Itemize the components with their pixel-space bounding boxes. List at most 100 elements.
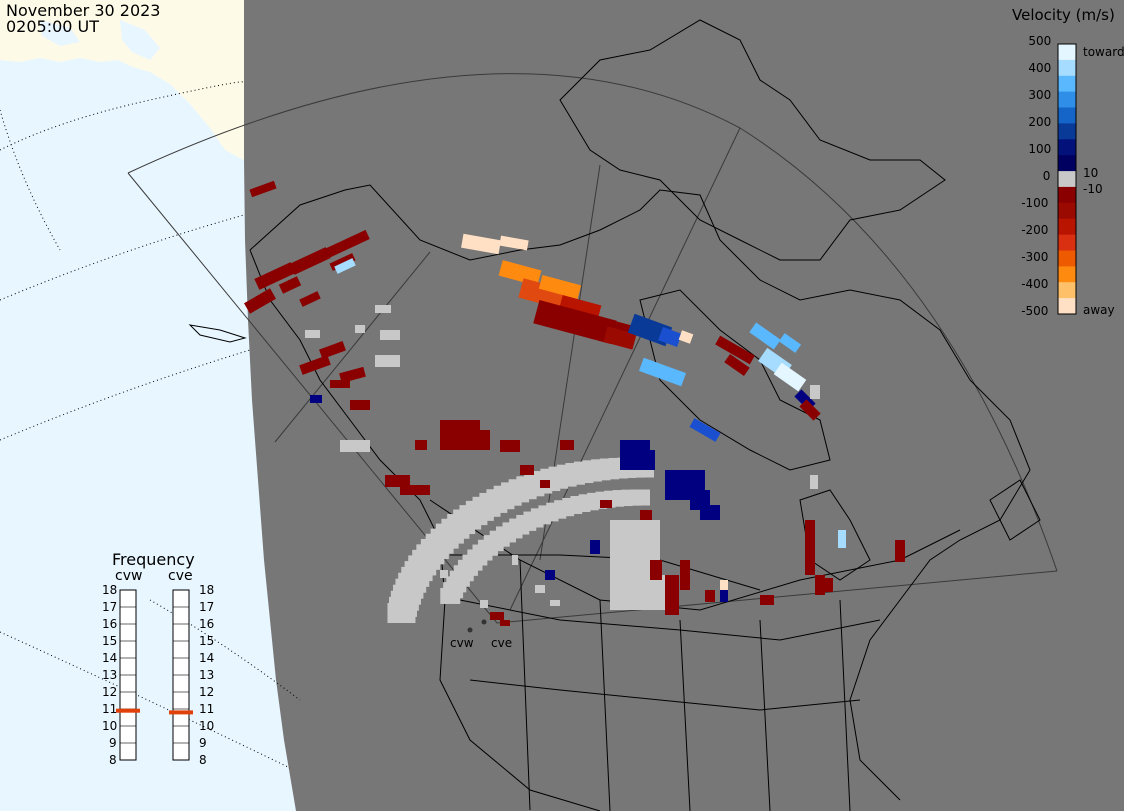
freq-tick: 13 <box>102 668 118 682</box>
velocity-cell <box>805 520 815 575</box>
frequency-grid <box>120 606 189 744</box>
velocity-cell <box>355 325 365 333</box>
velocity-cell <box>658 327 682 347</box>
colorbar-band <box>1058 282 1076 299</box>
velocity-cell <box>480 600 488 608</box>
velocity-cell <box>638 357 687 387</box>
colorbar-band <box>1058 202 1076 220</box>
velocity-cell <box>838 530 846 548</box>
freq-tick: 15 <box>199 634 215 648</box>
colorbar-band <box>1058 155 1076 172</box>
velocity-cell <box>700 505 720 520</box>
freq-tick: 18 <box>102 583 118 597</box>
graticule <box>0 81 301 769</box>
velocity-cell <box>244 288 276 314</box>
freq-tick: 11 <box>199 702 215 716</box>
colorbar-title: Velocity (m/s) <box>1012 6 1115 24</box>
velocity-cell <box>350 400 370 410</box>
velocity-cell <box>625 575 665 610</box>
colorbar-tick: 300 <box>1028 88 1052 102</box>
velocity-colorbar <box>1057 43 1077 315</box>
velocity-cell <box>630 450 655 470</box>
freq-tick: 12 <box>199 685 215 699</box>
freq-tick: 16 <box>199 617 215 631</box>
colorbar-band <box>1058 298 1076 315</box>
velocity-cell <box>773 362 807 392</box>
velocity-cell <box>440 570 448 578</box>
colorbar-pos10-label: 10 <box>1083 166 1099 180</box>
velocity-cell <box>705 590 715 602</box>
velocity-cell <box>650 560 662 580</box>
colorbar-band <box>1058 218 1076 236</box>
freq-tick: 14 <box>102 651 118 665</box>
velocity-cell <box>498 260 542 286</box>
colorbar-band <box>1058 91 1076 108</box>
freq-col-cve: cve <box>168 568 193 584</box>
velocity-cell <box>545 570 555 580</box>
freq-tick: 17 <box>199 600 215 614</box>
velocity-cell <box>680 560 690 590</box>
velocity-cell <box>320 229 370 261</box>
velocity-cell <box>538 275 582 299</box>
freq-tick: 12 <box>102 685 118 699</box>
radar-label-cvw: cvw <box>450 636 474 650</box>
velocity-cell <box>665 575 679 615</box>
freq-tick: 13 <box>199 668 215 682</box>
radar-site-cve <box>481 619 487 625</box>
velocity-cell <box>500 620 510 626</box>
frequency-title: Frequency <box>112 550 195 569</box>
velocity-cell <box>289 247 331 275</box>
velocity-cell <box>305 330 320 338</box>
freq-tick: 17 <box>102 600 118 614</box>
freq-tick: 10 <box>199 719 215 733</box>
velocity-cell <box>799 399 821 421</box>
colorbar-band <box>1058 44 1076 61</box>
velocity-cell <box>470 430 490 450</box>
velocity-cell <box>810 385 820 399</box>
velocity-cell <box>749 322 781 350</box>
colorbar-neg10-label: -10 <box>1083 182 1103 196</box>
colorbar-band <box>1058 123 1076 140</box>
freq-marker-cve <box>169 710 193 715</box>
velocity-cell <box>400 485 430 495</box>
colorbar-tick: -200 <box>1021 223 1049 237</box>
velocity-cell <box>499 235 529 251</box>
velocity-cell <box>815 575 825 595</box>
velocity-cell <box>590 540 600 554</box>
colorbar-tick: 100 <box>1028 142 1052 156</box>
colorbar-band <box>1058 59 1076 77</box>
velocity-cell <box>550 600 560 606</box>
velocity-cell <box>490 612 504 620</box>
coast-detail <box>40 20 160 60</box>
velocity-cell <box>630 489 650 506</box>
freq-tick: 15 <box>102 634 118 648</box>
colorbar-band <box>1058 186 1076 204</box>
freq-tick: 14 <box>199 651 215 665</box>
colorbar-band <box>1058 266 1076 283</box>
velocity-cell <box>385 475 410 487</box>
freq-tick: 9 <box>109 736 117 750</box>
velocity-cell <box>825 578 833 592</box>
freq-tick: 11 <box>102 702 118 716</box>
colorbar-toward-label: toward <box>1083 45 1124 59</box>
velocity-cell <box>278 276 302 294</box>
velocity-cell <box>512 555 518 565</box>
velocity-cell <box>715 335 755 365</box>
freq-tick: 10 <box>102 719 118 733</box>
velocity-cell <box>339 366 366 384</box>
colorbar-tick: 400 <box>1028 61 1052 75</box>
colorbar-tick: 500 <box>1028 34 1052 48</box>
colorbar-tick: -300 <box>1021 250 1049 264</box>
colorbar-away-label: away <box>1083 303 1115 317</box>
colorbar-tick: -100 <box>1021 196 1049 210</box>
radar-label-cve: cve <box>491 636 513 650</box>
colorbar-tick: 0 <box>1042 169 1051 183</box>
velocity-cell <box>375 355 400 367</box>
velocity-cell <box>249 180 277 198</box>
colorbar-frame <box>1057 43 1077 315</box>
velocity-cell <box>334 258 356 274</box>
freq-tick: 18 <box>199 583 215 597</box>
freq-tick: 8 <box>199 753 207 767</box>
night-shade <box>244 0 1124 811</box>
